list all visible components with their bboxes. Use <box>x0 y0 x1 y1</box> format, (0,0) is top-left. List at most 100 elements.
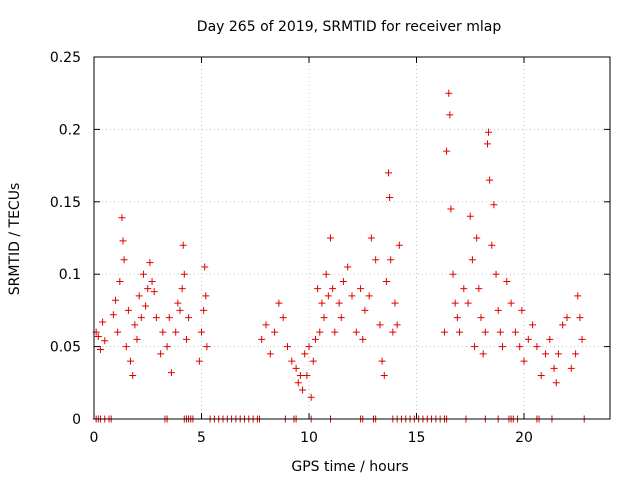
x-tick-label: 5 <box>197 430 206 446</box>
y-tick-label: 0.25 <box>50 50 81 66</box>
data-point <box>572 350 580 358</box>
data-point <box>320 314 328 322</box>
data-point <box>299 386 307 394</box>
data-point <box>503 277 511 285</box>
data-point <box>275 299 283 307</box>
data-point <box>198 328 205 336</box>
data-point <box>578 335 586 343</box>
data-point <box>460 285 468 293</box>
data-point <box>101 337 109 345</box>
data-point <box>386 193 394 201</box>
data-point <box>167 369 175 377</box>
y-tick-label: 0 <box>72 412 81 428</box>
chart-title: Day 265 of 2019, SRMTID for receiver mla… <box>197 19 502 35</box>
data-point <box>176 306 184 314</box>
data-point <box>477 314 485 322</box>
data-point <box>129 372 137 380</box>
data-point <box>262 321 270 329</box>
data-point <box>152 314 160 322</box>
data-point <box>574 292 582 300</box>
data-point <box>443 147 451 155</box>
data-point <box>490 201 498 209</box>
data-point <box>202 292 210 300</box>
data-point <box>118 214 126 222</box>
data-point <box>376 321 384 329</box>
data-point <box>96 345 104 353</box>
data-point <box>305 343 313 351</box>
data-point <box>529 321 537 329</box>
data-point <box>279 314 287 322</box>
data-point <box>337 314 345 322</box>
data-point <box>135 292 143 300</box>
y-axis-label: SRMTID / TECUs <box>7 183 23 296</box>
data-point <box>318 299 326 307</box>
data-point <box>114 328 122 336</box>
data-point <box>445 89 453 97</box>
data-point <box>127 357 135 365</box>
data-point <box>178 285 186 293</box>
data-point <box>165 314 173 322</box>
data-point <box>483 140 491 148</box>
data-point <box>372 256 380 264</box>
data-point <box>122 343 130 351</box>
data-point <box>393 321 401 329</box>
data-point <box>542 350 549 358</box>
data-point <box>524 335 532 343</box>
plot-frame <box>93 56 611 420</box>
data-point <box>466 212 474 220</box>
data-point <box>507 299 515 307</box>
data-point <box>576 314 584 322</box>
data-point <box>301 350 309 358</box>
data-point <box>157 350 165 358</box>
data-point <box>314 285 322 293</box>
data-point <box>266 350 274 358</box>
x-tick-label: 20 <box>515 430 533 446</box>
data-point <box>201 263 209 271</box>
data-point <box>124 306 132 314</box>
data-point <box>133 335 141 343</box>
data-point <box>385 169 393 177</box>
data-point <box>112 296 119 304</box>
data-point <box>468 256 476 264</box>
data-point <box>559 321 567 329</box>
y-tick-label: 0.1 <box>59 267 81 283</box>
data-point <box>172 328 180 336</box>
data-point <box>481 328 489 336</box>
data-point <box>331 328 339 336</box>
grid <box>94 57 610 419</box>
data-point <box>520 357 528 365</box>
data-point <box>150 288 158 296</box>
x-tick-label: 0 <box>90 430 99 446</box>
data-point <box>203 343 211 351</box>
y-tick-label: 0.05 <box>50 340 81 356</box>
data-point <box>284 343 291 351</box>
x-tick-label: 15 <box>408 430 426 446</box>
data-point <box>119 237 127 245</box>
data-point <box>552 379 560 387</box>
data-point <box>473 234 481 242</box>
data-point <box>453 314 461 322</box>
data-point <box>146 259 154 267</box>
data-point <box>348 292 356 300</box>
data-point <box>456 328 463 336</box>
data-point <box>307 393 315 401</box>
data-point <box>180 270 188 278</box>
data-point <box>447 205 455 213</box>
data-point <box>271 328 279 336</box>
data-point <box>387 256 395 264</box>
data-point <box>499 343 506 351</box>
data-point <box>258 335 266 343</box>
data-point <box>159 328 167 336</box>
data-point <box>537 372 545 380</box>
data-point <box>378 357 386 365</box>
data-point <box>446 111 454 119</box>
data-point <box>303 372 311 380</box>
data-point <box>511 328 519 336</box>
data-point <box>533 343 541 351</box>
data-point <box>488 241 496 249</box>
data-point <box>324 292 332 300</box>
data-point <box>464 299 472 307</box>
data-point <box>94 332 102 340</box>
data-point <box>182 335 190 343</box>
